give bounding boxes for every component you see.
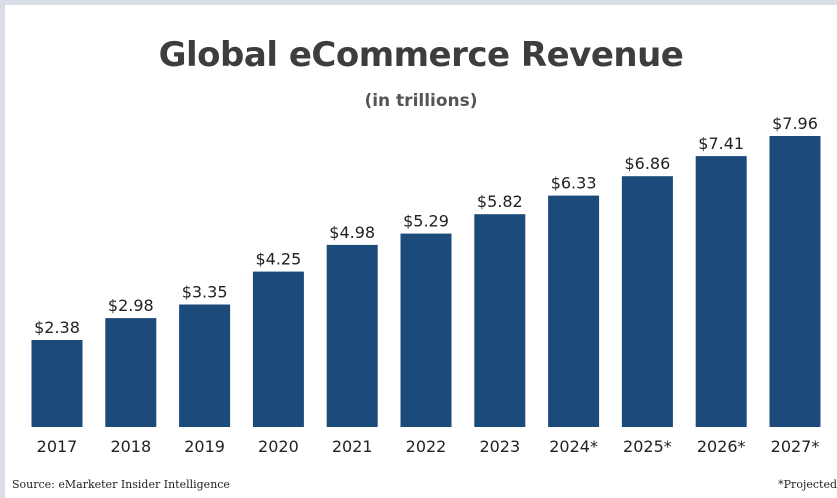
bar-2019 <box>179 304 231 427</box>
data-label-2017: $2.38 <box>34 318 80 337</box>
bar-2027* <box>769 136 821 427</box>
data-label-2026*: $7.41 <box>698 134 744 153</box>
bar-2018 <box>105 318 157 427</box>
bar-2025* <box>621 176 673 427</box>
x-tick-2018: 2018 <box>110 437 151 456</box>
projected-note: *Projected <box>778 478 837 491</box>
x-tick-2027*: 2027* <box>771 437 820 456</box>
bar-2024* <box>548 195 600 427</box>
data-label-2023: $5.82 <box>477 192 523 211</box>
x-tick-2019: 2019 <box>184 437 225 456</box>
x-tick-2017: 2017 <box>37 437 78 456</box>
chart-subtitle: (in trillions) <box>364 91 478 111</box>
data-label-2019: $3.35 <box>182 283 228 302</box>
data-label-2027*: $7.96 <box>772 114 818 133</box>
data-label-2018: $2.98 <box>108 296 154 315</box>
bar-2022 <box>400 233 452 427</box>
data-label-2022: $5.29 <box>403 212 449 231</box>
source-note: Source: eMarketer Insider Intelligence <box>12 478 230 491</box>
x-tick-2025*: 2025* <box>623 437 672 456</box>
bar-2020 <box>252 271 304 427</box>
x-tick-2022: 2022 <box>406 437 447 456</box>
x-tick-2021: 2021 <box>332 437 373 456</box>
x-tick-2024*: 2024* <box>549 437 598 456</box>
data-label-2021: $4.98 <box>329 223 375 242</box>
x-tick-2023: 2023 <box>479 437 520 456</box>
bar-2026* <box>695 156 747 427</box>
bar-2021 <box>326 244 378 427</box>
chart-title: Global eCommerce Revenue <box>158 35 684 75</box>
data-label-2025*: $6.86 <box>624 154 670 173</box>
bar-2023 <box>474 214 526 427</box>
data-label-2020: $4.25 <box>255 250 301 269</box>
x-tick-2020: 2020 <box>258 437 299 456</box>
data-label-2024*: $6.33 <box>551 174 597 193</box>
bar-2017 <box>31 340 83 427</box>
x-tick-2026*: 2026* <box>697 437 746 456</box>
